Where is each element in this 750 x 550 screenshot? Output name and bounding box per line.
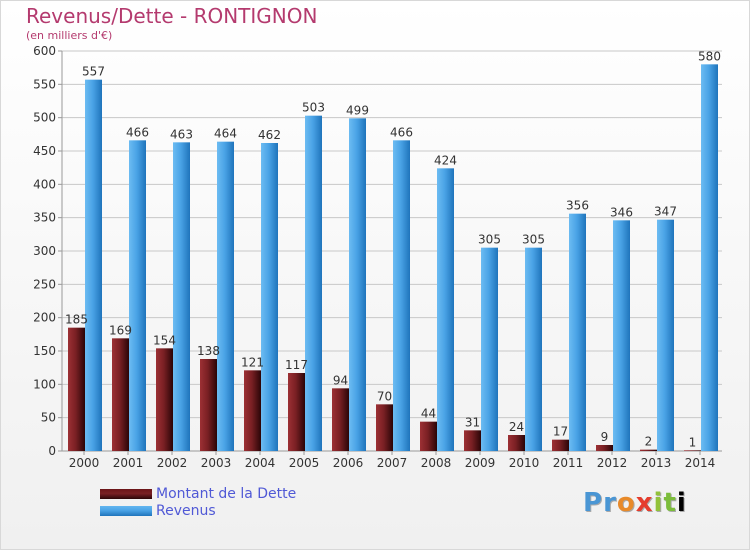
bar-debt-2007 xyxy=(376,404,393,451)
data-label-revenue-2001: 466 xyxy=(126,125,149,139)
bar-revenue-2001 xyxy=(129,140,146,452)
data-label-revenue-2010: 305 xyxy=(522,233,545,247)
bar-revenue-2005 xyxy=(305,115,322,452)
bar-debt-2003 xyxy=(200,359,217,451)
y-tick-label-450: 450 xyxy=(33,144,56,158)
data-label-debt-2002: 154 xyxy=(153,333,176,347)
data-label-debt-2012: 9 xyxy=(601,430,609,444)
data-label-debt-2000: 185 xyxy=(65,313,88,327)
x-tick-label-2001: 2001 xyxy=(113,456,144,470)
bar-revenue-2010 xyxy=(525,247,542,451)
bar-debt-2001 xyxy=(112,338,129,451)
y-tick-label-250: 250 xyxy=(33,277,56,291)
x-tick-label-2003: 2003 xyxy=(201,456,232,470)
bar-debt-2012 xyxy=(596,445,613,451)
bar-revenue-2002 xyxy=(173,142,190,452)
bar-debt-2008 xyxy=(420,421,437,451)
data-label-revenue-2006: 499 xyxy=(346,103,369,117)
x-tick-label-2010: 2010 xyxy=(509,456,540,470)
y-tick-label-200: 200 xyxy=(33,311,56,325)
y-tick-label-0: 0 xyxy=(48,444,56,458)
data-label-revenue-2000: 557 xyxy=(82,65,105,79)
data-label-revenue-2007: 466 xyxy=(390,125,413,139)
data-label-debt-2003: 138 xyxy=(197,344,220,358)
bar-debt-2000 xyxy=(68,327,85,451)
y-tick-label-550: 550 xyxy=(33,77,56,91)
y-tick-label-100: 100 xyxy=(33,377,56,391)
data-label-debt-2010: 24 xyxy=(509,420,524,434)
data-label-debt-2013: 2 xyxy=(645,435,653,449)
x-tick-label-2002: 2002 xyxy=(157,456,188,470)
bar-revenue-2011 xyxy=(569,213,586,451)
data-label-revenue-2011: 356 xyxy=(566,199,589,213)
y-tick-label-600: 600 xyxy=(33,44,56,58)
x-tick-label-2005: 2005 xyxy=(289,456,320,470)
axes: 0 50 100 150 200 250 300 350 400 450 500 550 600 2000… xyxy=(33,44,722,470)
bar-revenue-2013 xyxy=(657,219,674,451)
bar-revenue-2007 xyxy=(393,140,410,452)
legend-swatch-debt xyxy=(100,489,152,499)
data-label-debt-2006: 94 xyxy=(333,373,348,387)
y-tick-label-300: 300 xyxy=(33,244,56,258)
x-tick-label-2007: 2007 xyxy=(377,456,408,470)
x-tick-label-2008: 2008 xyxy=(421,456,452,470)
data-label-debt-2004: 121 xyxy=(241,355,264,369)
bar-debt-2004 xyxy=(244,370,261,451)
x-tick-label-2012: 2012 xyxy=(597,456,628,470)
x-tick-label-2006: 2006 xyxy=(333,456,364,470)
bar-revenue-2004 xyxy=(261,143,278,451)
data-label-revenue-2008: 424 xyxy=(434,153,457,167)
data-label-revenue-2004: 462 xyxy=(258,128,281,142)
bar-debt-2009 xyxy=(464,430,481,451)
bar-revenue-2009 xyxy=(481,247,498,451)
legend-swatch-revenue xyxy=(100,506,152,516)
bars xyxy=(68,64,718,452)
x-tick-label-2011: 2011 xyxy=(553,456,584,470)
data-label-debt-2001: 169 xyxy=(109,323,132,337)
y-tick-label-50: 50 xyxy=(41,411,56,425)
data-label-debt-2009: 31 xyxy=(465,415,480,429)
bar-revenue-2000 xyxy=(85,79,102,452)
bar-debt-2010 xyxy=(508,435,525,451)
bar-revenue-2014 xyxy=(701,64,718,451)
data-label-revenue-2005: 503 xyxy=(302,101,325,115)
bar-debt-2002 xyxy=(156,348,173,451)
data-label-revenue-2014: 580 xyxy=(698,49,721,63)
data-label-revenue-2012: 346 xyxy=(610,205,633,219)
data-label-debt-2014: 1 xyxy=(689,435,697,449)
bar-debt-2014 xyxy=(684,450,701,451)
data-label-revenue-2003: 464 xyxy=(214,127,237,141)
bar-revenue-2003 xyxy=(217,141,234,451)
data-label-revenue-2002: 463 xyxy=(170,127,193,141)
bar-revenue-2008 xyxy=(437,168,454,452)
bar-debt-2006 xyxy=(332,388,349,451)
data-label-debt-2011: 17 xyxy=(553,425,568,439)
data-label-revenue-2009: 305 xyxy=(478,233,501,247)
bar-debt-2005 xyxy=(288,373,305,451)
x-tick-label-2004: 2004 xyxy=(245,456,276,470)
y-tick-label-500: 500 xyxy=(33,111,56,125)
legend-label-debt: Montant de la Dette xyxy=(156,486,297,502)
y-tick-label-150: 150 xyxy=(33,344,56,358)
y-tick-label-400: 400 xyxy=(33,177,56,191)
data-label-debt-2007: 70 xyxy=(377,389,392,403)
bar-debt-2011 xyxy=(552,439,569,451)
x-tick-label-2014: 2014 xyxy=(685,456,716,470)
data-label-revenue-2013: 347 xyxy=(654,205,677,219)
x-tick-label-2013: 2013 xyxy=(641,456,672,470)
proxiti-logo: Proxiti xyxy=(583,488,687,518)
bar-revenue-2006 xyxy=(349,118,366,451)
data-label-debt-2008: 44 xyxy=(421,407,436,421)
legend-label-revenue: Revenus xyxy=(156,503,216,519)
y-tick-label-350: 350 xyxy=(33,211,56,225)
data-labels: 1855571694661544631384641214621175039449… xyxy=(65,49,721,449)
x-tick-label-2009: 2009 xyxy=(465,456,496,470)
chart-subtitle: (en milliers d'€) xyxy=(26,29,113,42)
data-label-debt-2005: 117 xyxy=(285,358,308,372)
chart-title: Revenus/Dette - RONTIGNON xyxy=(26,4,318,28)
bar-debt-2013 xyxy=(640,449,657,451)
x-tick-label-2000: 2000 xyxy=(69,456,100,470)
bar-revenue-2012 xyxy=(613,220,630,451)
